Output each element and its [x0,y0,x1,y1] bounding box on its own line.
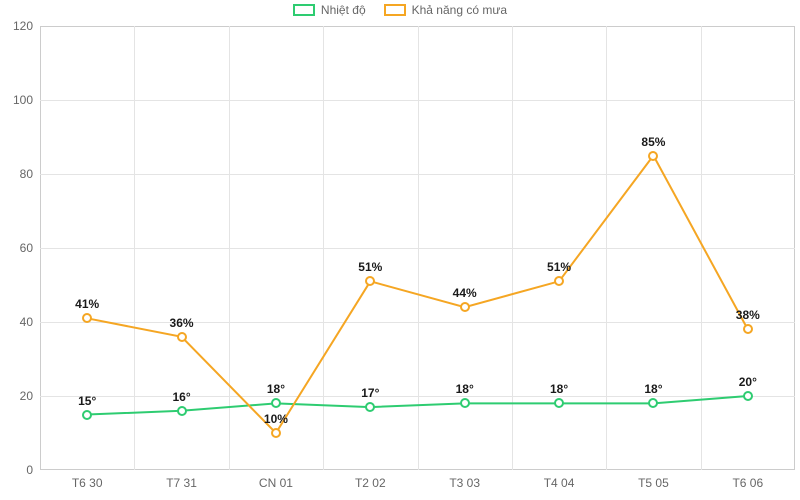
data-label: 18° [550,382,568,396]
data-label: 44% [453,286,477,300]
data-label: 38% [736,308,760,322]
x-tick-label: T4 04 [544,476,575,490]
y-tick-label: 0 [26,463,33,477]
legend-item[interactable]: Nhiệt độ [293,3,366,17]
x-tick-label: CN 01 [259,476,293,490]
data-marker[interactable] [82,410,92,420]
data-label: 51% [547,260,571,274]
y-tick-label: 120 [13,19,33,33]
legend: Nhiệt độ Khả năng có mưa [0,3,800,17]
data-label: 17° [361,386,379,400]
data-label: 20° [739,375,757,389]
y-tick-label: 20 [20,389,33,403]
x-tick-label: T6 06 [732,476,763,490]
y-tick-label: 100 [13,93,33,107]
chart-container: { "chart": { "type": "line", "background… [0,0,800,500]
data-marker[interactable] [271,428,281,438]
data-marker[interactable] [177,406,187,416]
data-marker[interactable] [648,151,658,161]
legend-label: Khả năng có mưa [412,3,507,17]
y-tick-label: 80 [20,167,33,181]
legend-label: Nhiệt độ [321,3,366,17]
x-tick-label: T7 31 [166,476,197,490]
data-label: 85% [641,135,665,149]
legend-swatch [293,4,315,16]
data-marker[interactable] [743,391,753,401]
y-tick-label: 60 [20,241,33,255]
plot-area: 020406080100120T6 30T7 31CN 01T2 02T3 03… [40,26,795,470]
x-tick-label: T3 03 [449,476,480,490]
data-label: 10% [264,412,288,426]
data-label: 15° [78,394,96,408]
data-marker[interactable] [460,302,470,312]
data-label: 18° [456,382,474,396]
y-tick-label: 40 [20,315,33,329]
data-label: 18° [267,382,285,396]
data-label: 18° [644,382,662,396]
data-label: 51% [358,260,382,274]
data-label: 16° [172,390,190,404]
data-marker[interactable] [177,332,187,342]
x-tick-label: T2 02 [355,476,386,490]
data-label: 36% [170,316,194,330]
series-lines [40,26,795,470]
x-tick-label: T5 05 [638,476,669,490]
data-label: 41% [75,297,99,311]
legend-item[interactable]: Khả năng có mưa [384,3,507,17]
x-tick-label: T6 30 [72,476,103,490]
legend-swatch [384,4,406,16]
